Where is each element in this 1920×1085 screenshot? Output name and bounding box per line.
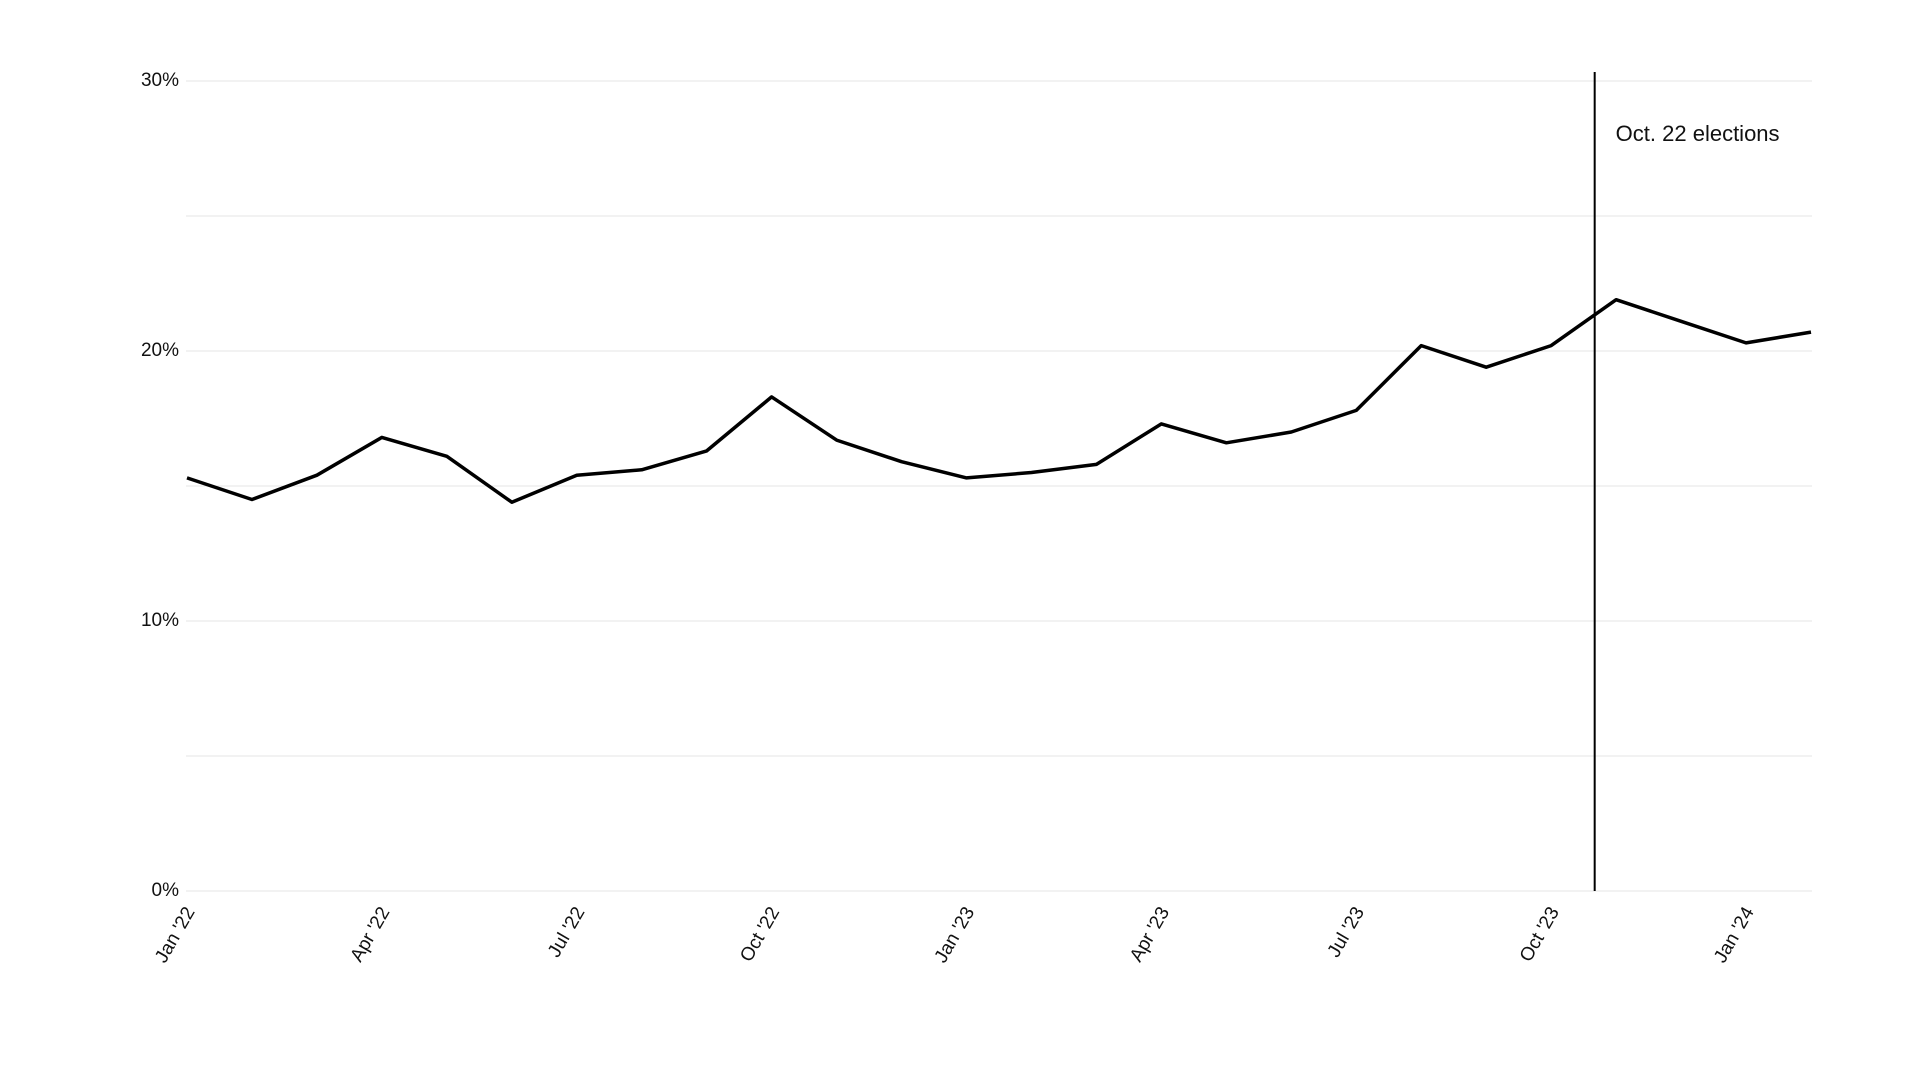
x-tick-label: Jan '24: [1710, 903, 1759, 966]
x-tick-label: Jan '22: [151, 904, 200, 967]
y-tick-label: 10%: [141, 610, 179, 631]
data-line: [186, 297, 1812, 504]
x-tick-label: Apr '22: [347, 904, 395, 966]
x-tick-label: Jan '23: [931, 904, 980, 967]
y-tick-label: 30%: [141, 70, 179, 91]
x-tick-label: Apr '23: [1126, 904, 1174, 966]
x-tick-label: Oct '23: [1516, 904, 1564, 966]
annotation-text: Oct. 22 elections: [1616, 121, 1780, 146]
x-tick-label: Jul '22: [544, 904, 589, 962]
y-tick-label: 0%: [152, 880, 180, 901]
x-tick-label: Oct '22: [736, 904, 784, 966]
x-tick-label: Jul '23: [1324, 904, 1369, 962]
y-tick-label: 20%: [141, 340, 179, 361]
